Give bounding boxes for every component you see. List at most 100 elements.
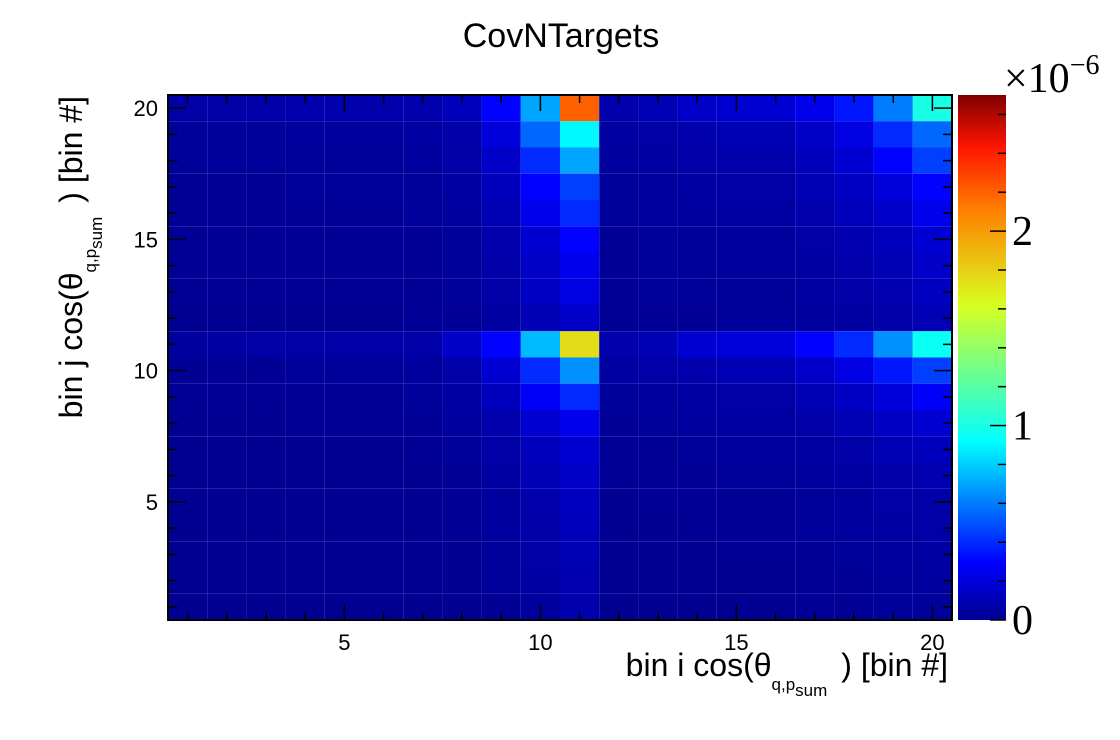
heatmap-cell <box>677 488 717 515</box>
heatmap-cell <box>207 541 247 568</box>
heatmap-cell <box>246 173 286 200</box>
heatmap-cell <box>246 567 286 594</box>
heatmap-cell <box>207 226 247 253</box>
heatmap-cell <box>599 515 639 542</box>
heatmap-cell <box>834 567 874 594</box>
heatmap-cell <box>756 226 796 253</box>
heatmap-cell <box>795 305 835 332</box>
heatmap-cell <box>246 357 286 384</box>
heatmap-cell <box>285 331 325 358</box>
heatmap-cell <box>677 515 717 542</box>
heatmap-cell <box>677 278 717 305</box>
heatmap-cell <box>560 200 600 227</box>
heatmap-cell <box>403 436 443 463</box>
heatmap-cell <box>285 436 325 463</box>
heatmap-cell <box>834 515 874 542</box>
heatmap-cell <box>442 515 482 542</box>
heatmap-cell <box>324 488 364 515</box>
x-axis-label: bin i cos(θq,psum) [bin #] <box>626 647 948 700</box>
heatmap-cell <box>403 252 443 279</box>
heatmap-cell <box>599 541 639 568</box>
heatmap-cell <box>246 410 286 437</box>
y-tick-label: 15 <box>134 227 158 252</box>
heatmap-cell <box>285 147 325 174</box>
heatmap-cell <box>403 383 443 410</box>
heatmap-cell <box>520 462 560 489</box>
heatmap-cell <box>795 515 835 542</box>
heatmap-cell <box>246 462 286 489</box>
heatmap-cell <box>873 541 913 568</box>
heatmap-cell <box>324 147 364 174</box>
heatmap-cell <box>324 515 364 542</box>
heatmap-cell <box>716 305 756 332</box>
heatmap-cell <box>442 488 482 515</box>
heatmap-cell <box>481 567 521 594</box>
heatmap-cell <box>677 252 717 279</box>
heatmap-cell <box>795 410 835 437</box>
heatmap-cell <box>677 462 717 489</box>
heatmap-cell <box>364 173 404 200</box>
heatmap-cell <box>246 278 286 305</box>
heatmap-cell <box>756 383 796 410</box>
heatmap-cell <box>285 173 325 200</box>
heatmap-cell <box>324 331 364 358</box>
heatmap-cell <box>481 436 521 463</box>
heatmap-cell <box>638 567 678 594</box>
heatmap-cell <box>481 357 521 384</box>
colorbar <box>958 95 1006 620</box>
heatmap-cell <box>520 226 560 253</box>
heatmap-cell <box>716 383 756 410</box>
heatmap-cell <box>795 488 835 515</box>
heatmap-cell <box>873 305 913 332</box>
heatmap-cell <box>756 252 796 279</box>
heatmap-cell <box>756 121 796 148</box>
heatmap-cell <box>560 147 600 174</box>
heatmap-cell <box>834 121 874 148</box>
heatmap-cell <box>324 173 364 200</box>
heatmap-cell <box>834 226 874 253</box>
heatmap-cell <box>599 383 639 410</box>
heatmap-cell <box>520 252 560 279</box>
heatmap-cell <box>520 541 560 568</box>
heatmap-cell <box>207 383 247 410</box>
heatmap-cell <box>677 567 717 594</box>
heatmap-cell <box>442 147 482 174</box>
heatmap-cell <box>403 515 443 542</box>
heatmap-cell <box>638 383 678 410</box>
heatmap-cell <box>403 121 443 148</box>
heatmap-cell <box>207 436 247 463</box>
heatmap-cell <box>677 410 717 437</box>
heatmap-cell <box>795 226 835 253</box>
heatmap-cell <box>834 410 874 437</box>
colorbar-ticks: 0 1 2 <box>990 113 1033 644</box>
heatmap-cell <box>873 436 913 463</box>
heatmap-cell <box>834 488 874 515</box>
heatmap-cell <box>481 541 521 568</box>
heatmap-cell <box>638 436 678 463</box>
heatmap-cell <box>873 462 913 489</box>
heatmap-cell <box>599 278 639 305</box>
heatmap-cell <box>442 331 482 358</box>
heatmap-cell <box>873 278 913 305</box>
heatmap-cell <box>442 200 482 227</box>
heatmap-cell <box>285 121 325 148</box>
plot-frame <box>167 94 953 621</box>
heatmap-cell <box>716 567 756 594</box>
heatmap-cell <box>716 278 756 305</box>
x-axis-ticks: 5 10 15 20 <box>186 95 945 655</box>
heatmap-cell <box>599 462 639 489</box>
heatmap-cell <box>481 226 521 253</box>
heatmap-cell <box>324 226 364 253</box>
heatmap-cell <box>638 410 678 437</box>
heatmap-cell <box>285 541 325 568</box>
heatmap-cell <box>560 541 600 568</box>
heatmap-cell <box>403 462 443 489</box>
heatmap-cell <box>795 173 835 200</box>
heatmap-cell <box>716 357 756 384</box>
heatmap-cell <box>324 305 364 332</box>
y-tick-label: 20 <box>134 96 158 121</box>
heatmap-cell <box>560 226 600 253</box>
heatmap-cell <box>834 173 874 200</box>
y-tick-label: 10 <box>134 359 158 384</box>
heatmap-cell <box>638 488 678 515</box>
